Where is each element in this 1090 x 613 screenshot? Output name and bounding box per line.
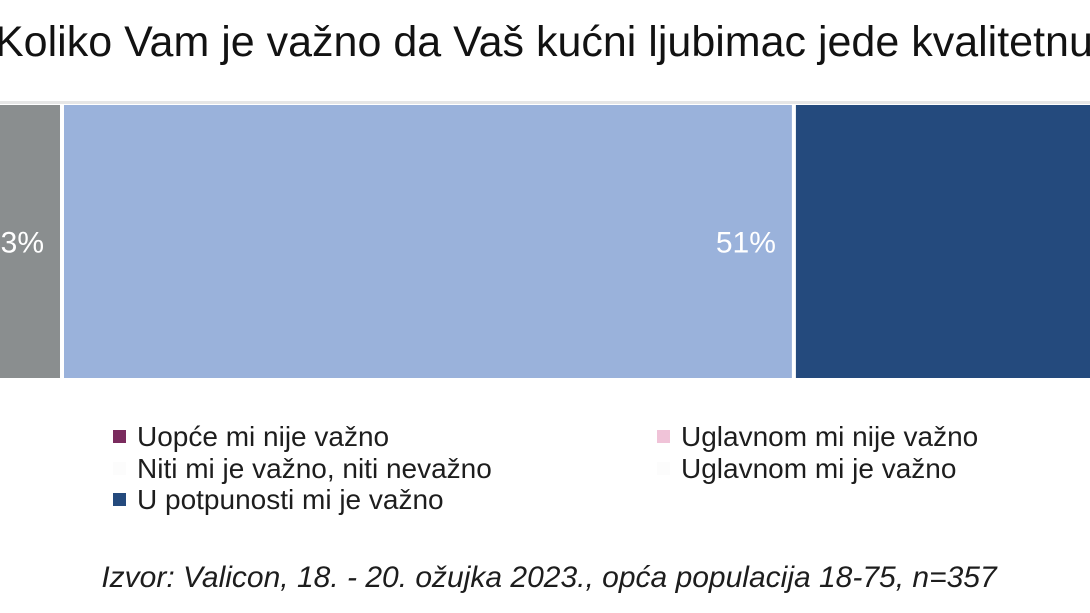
bar-top-border bbox=[0, 101, 1090, 104]
data-label-uglavnom-je: 51% bbox=[716, 227, 776, 260]
bar-segments bbox=[0, 105, 1090, 378]
legend-swatch-icon bbox=[113, 430, 126, 444]
legend-label: Uglavnom mi je važno bbox=[681, 452, 957, 484]
legend-label: Niti mi je važno, niti nevažno bbox=[137, 452, 492, 484]
legend-item-neutralno: Niti mi je važno, niti nevažno bbox=[113, 453, 657, 485]
legend-item-uopce: Uopće mi nije važno bbox=[113, 421, 657, 453]
data-label-neutralno: 13% bbox=[0, 227, 44, 260]
legend-item-uglavnom-nije: Uglavnom mi nije važno bbox=[657, 421, 1077, 453]
bar-segment-u-potpunosti bbox=[795, 105, 1090, 378]
source-note: Izvor: Valicon, 18. - 20. ožujka 2023., … bbox=[101, 561, 997, 594]
legend-swatch-icon bbox=[657, 461, 670, 475]
legend-label: Uopće mi nije važno bbox=[137, 421, 390, 453]
chart-title: Koliko Vam je važno da Vaš kućni ljubima… bbox=[0, 18, 1090, 66]
legend: Uopće mi nije važno Uglavnom mi nije važ… bbox=[113, 421, 1077, 516]
legend-label: Uglavnom mi nije važno bbox=[681, 421, 979, 453]
bar-segment-neutralno bbox=[0, 105, 60, 378]
legend-item-u-potpunosti: U potpunosti mi je važno bbox=[113, 484, 657, 516]
bar-segment-uglavnom-je bbox=[64, 105, 792, 378]
stacked-bar-chart: 13% 51% bbox=[0, 101, 1090, 378]
legend-swatch-icon bbox=[113, 493, 126, 507]
legend-item-uglavnom-je: Uglavnom mi je važno bbox=[657, 453, 1077, 485]
legend-swatch-icon bbox=[657, 430, 670, 444]
bar-data-labels: 13% 51% bbox=[0, 227, 776, 260]
legend-label: U potpunosti mi je važno bbox=[137, 484, 444, 516]
legend-swatch-icon bbox=[113, 461, 126, 475]
